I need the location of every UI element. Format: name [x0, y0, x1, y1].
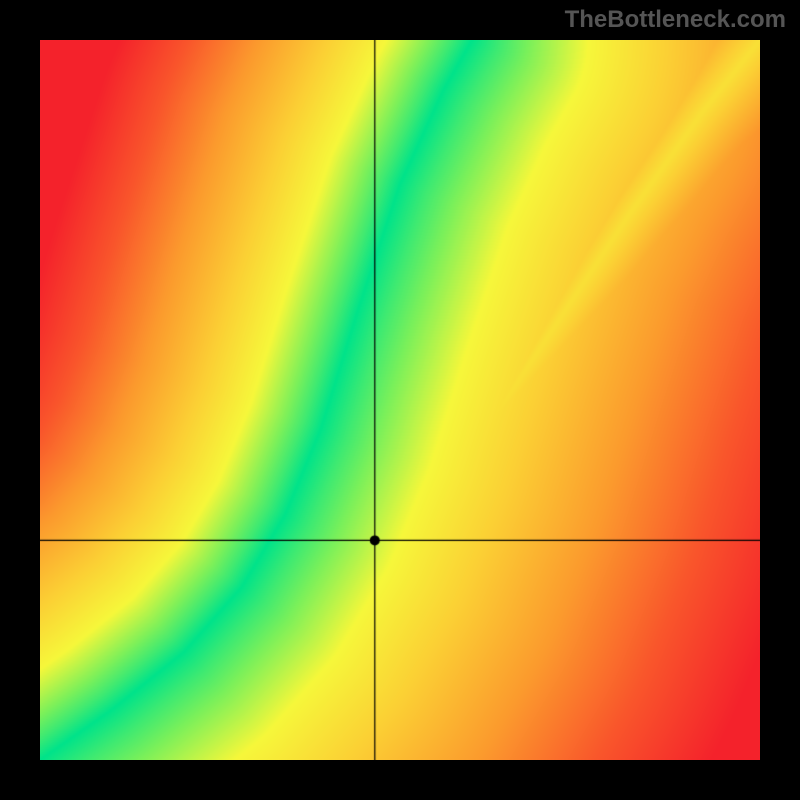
watermark-text: TheBottleneck.com — [565, 6, 786, 34]
bottleneck-heatmap — [40, 40, 760, 760]
